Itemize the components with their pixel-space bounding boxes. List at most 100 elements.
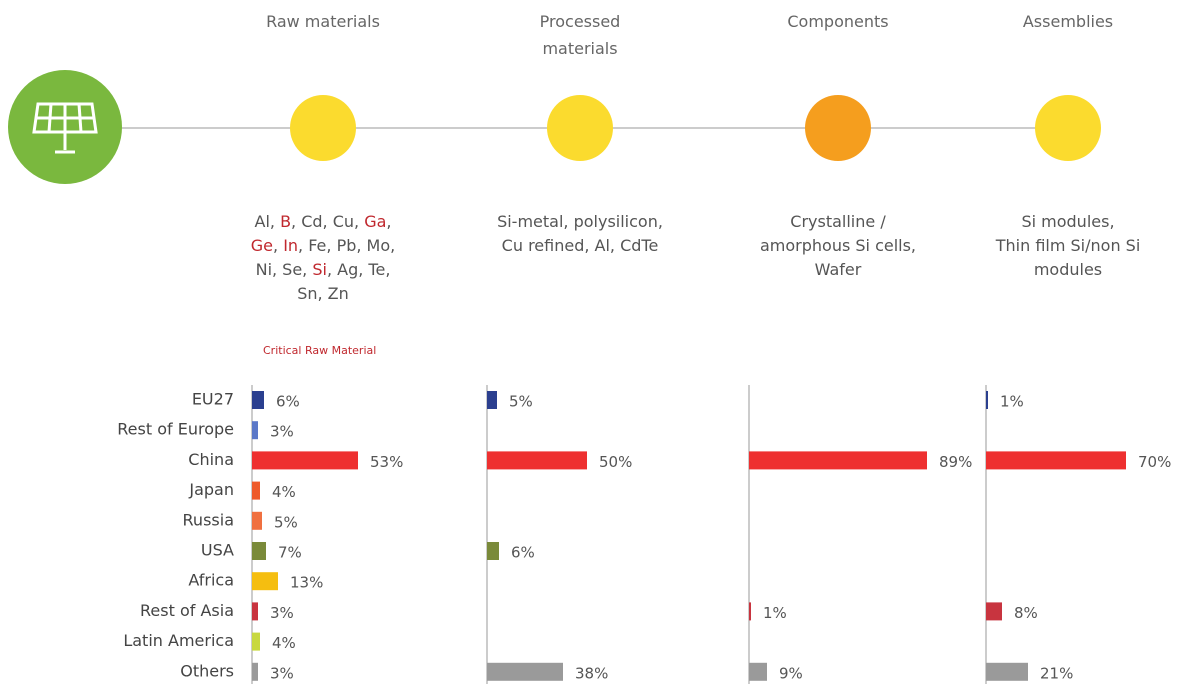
category-label: Others (180, 661, 234, 680)
category-label: Rest of Europe (117, 420, 234, 439)
value-label: 4% (272, 634, 296, 652)
stage-title: Components (787, 12, 889, 31)
material-line: Ge, In, Fe, Pb, Mo, (203, 234, 443, 258)
material: , Ag, Te, (326, 260, 391, 279)
material-line: Wafer (718, 258, 958, 282)
critical-material: Ge (250, 236, 274, 255)
value-label: 8% (1014, 604, 1038, 622)
material: Sn, Zn (297, 284, 349, 303)
bar (986, 602, 1002, 621)
material: , (273, 236, 284, 255)
value-label: 9% (779, 664, 803, 682)
category-label: EU27 (192, 390, 234, 409)
bar (252, 662, 258, 681)
material-line: Cu refined, Al, CdTe (460, 234, 700, 258)
solar-icon (8, 70, 122, 184)
bar (749, 602, 751, 621)
bar (487, 391, 497, 409)
material-line: Si-metal, polysilicon, (460, 210, 700, 234)
bar (252, 602, 258, 621)
bar (252, 511, 262, 530)
category-label: Japan (188, 480, 234, 499)
material: Si modules, (1021, 212, 1115, 231)
bar (252, 481, 260, 500)
value-label: 1% (1000, 393, 1024, 411)
material-line: Al, B, Cd, Cu, Ga, (203, 210, 443, 234)
material: amorphous Si cells, (759, 236, 917, 255)
material-line: Crystalline / (718, 210, 958, 234)
bar (749, 662, 767, 681)
material: Si-metal, polysilicon, (497, 212, 663, 231)
bar (487, 662, 563, 681)
value-label: 3% (270, 604, 294, 622)
bar (252, 542, 266, 560)
material-line: Sn, Zn (203, 282, 443, 306)
value-label: 4% (272, 483, 296, 501)
material: Cu refined, Al, CdTe (501, 236, 659, 255)
stage-circle (547, 95, 613, 161)
material: , (386, 212, 392, 231)
bar (749, 451, 927, 470)
category-label: Rest of Asia (140, 601, 234, 620)
bar (252, 391, 264, 409)
value-label: 13% (290, 574, 323, 592)
materials: Al, B, Cd, Cu, Ga, Ge, In, Fe, Pb, Mo, Ni,… (203, 210, 443, 306)
value-label: 5% (509, 393, 533, 411)
material: Al, (254, 212, 281, 231)
value-label: 70% (1138, 453, 1171, 471)
value-label: 89% (939, 453, 972, 471)
value-label: 53% (370, 453, 403, 471)
value-label: 6% (511, 544, 535, 562)
material: Crystalline / (790, 212, 886, 231)
material-line: amorphous Si cells, (718, 234, 958, 258)
bar (252, 632, 260, 651)
stage-circle (805, 95, 871, 161)
stage-title: Raw materials (266, 12, 380, 31)
bar (986, 451, 1126, 470)
materials: Si modules, Thin film Si/non Si modules (948, 210, 1182, 282)
category-label: USA (201, 541, 234, 560)
value-label: 3% (270, 423, 294, 441)
material-line: Ni, Se, Si, Ag, Te, (203, 258, 443, 282)
value-label: 21% (1040, 664, 1073, 682)
value-label: 3% (270, 664, 294, 682)
stage-title: Processed materials (539, 12, 621, 58)
material-line: modules (948, 258, 1182, 282)
materials: Si-metal, polysilicon, Cu refined, Al, Cd… (460, 210, 700, 258)
stage-title: Assemblies (1022, 12, 1114, 31)
bar (986, 662, 1028, 681)
bar (252, 451, 358, 470)
value-label: 38% (575, 664, 608, 682)
material: Thin film Si/non Si (995, 236, 1141, 255)
category-label: Russia (183, 510, 234, 529)
bar (986, 391, 988, 409)
category-label: China (188, 450, 234, 469)
material: , Fe, Pb, Mo, (298, 236, 396, 255)
bar (252, 421, 258, 440)
critical-label: Critical Raw Material (263, 344, 377, 357)
critical-material: In (283, 236, 299, 255)
stage-circle (1035, 95, 1101, 161)
materials: Crystalline / amorphous Si cells, Wafer (718, 210, 958, 282)
value-label: 7% (278, 544, 302, 562)
critical-material: B (280, 212, 292, 231)
critical-material: Ga (364, 212, 387, 231)
category-label: Africa (188, 571, 234, 590)
material: Wafer (814, 260, 862, 279)
stage-circle (290, 95, 356, 161)
bar (487, 451, 587, 470)
material: , Cd, Cu, (291, 212, 365, 231)
material-line: Thin film Si/non Si (948, 234, 1182, 258)
material: Ni, Se, (255, 260, 313, 279)
critical-material: Si (312, 260, 327, 279)
category-label: Latin America (123, 631, 234, 650)
value-label: 5% (274, 513, 298, 531)
value-label: 50% (599, 453, 632, 471)
value-label: 1% (763, 604, 787, 622)
material: modules (1033, 260, 1103, 279)
bar (252, 572, 278, 591)
bar (487, 542, 499, 560)
material-line: Si modules, (948, 210, 1182, 234)
